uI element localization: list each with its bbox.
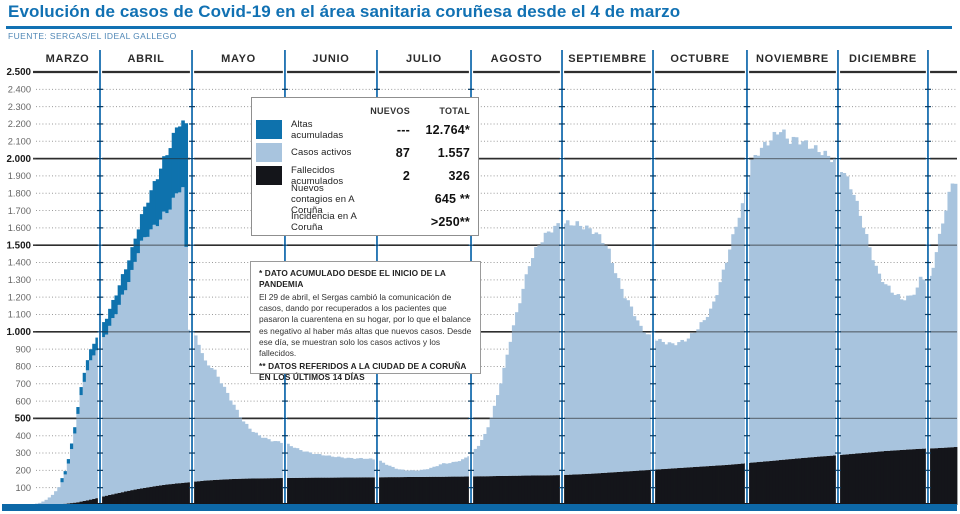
y-axis-tick-label: 2.000 [6, 154, 31, 165]
legend-panel: NUEVOS TOTAL Altas acumuladas --- 12.764* C… [251, 97, 479, 236]
y-axis-tick-label: 800 [15, 362, 31, 372]
month-label: AGOSTO [491, 53, 543, 65]
legend-value-nuevos: 2 [402, 168, 410, 183]
legend-value-nuevos: --- [396, 122, 410, 137]
footnote-asterisk: * DATO ACUMULADO DESDE EL INICIO DE LA P… [259, 268, 446, 289]
y-axis-tick-label: 1.800 [8, 188, 31, 198]
legend-label: Fallecidos acumulados [291, 164, 344, 187]
legend-swatch [256, 143, 282, 163]
legend-row: Nuevos contagios en A Coruña 645 ** [256, 183, 470, 216]
legend-value-total: 12.764* [425, 122, 470, 137]
legend-row: Fallecidos acumulados 2 326 [256, 164, 470, 187]
y-axis-tick-label: 1.700 [8, 206, 31, 216]
month-label: DICIEMBRE [849, 53, 917, 65]
y-axis-tick-label: 1.400 [8, 258, 31, 268]
y-axis-tick-label: 1.300 [8, 275, 31, 285]
y-axis-tick-label: 2.200 [8, 119, 31, 129]
month-label: JUNIO [312, 53, 349, 65]
y-axis-tick-label: 2.500 [6, 67, 31, 78]
y-axis-tick-label: 2.300 [8, 102, 31, 112]
legend-row: Altas acumuladas --- 12.764* [256, 118, 470, 141]
y-axis-tick-label: 2.100 [8, 136, 31, 146]
y-axis-tick-label: 1.200 [8, 292, 31, 302]
month-label: MARZO [46, 53, 90, 65]
page-title: Evolución de casos de Covid-19 en el áre… [8, 2, 681, 21]
legend-value-total: 645 ** [434, 192, 470, 207]
footnote-body: El 29 de abril, el Sergas cambió la comu… [259, 292, 472, 359]
y-axis-tick-label: 900 [15, 344, 31, 354]
y-axis-tick-label: 1.100 [8, 310, 31, 320]
month-label: NOVIEMBRE [756, 53, 829, 65]
legend-row: Casos activos 87 1.557 [256, 141, 470, 164]
legend-row: Incidencia en A Coruña >250** [256, 211, 470, 234]
y-axis-tick-label: 100 [15, 483, 31, 493]
y-axis-tick-label: 500 [15, 414, 32, 425]
month-label: JULIO [406, 53, 442, 65]
legend-col-total: TOTAL [439, 105, 470, 116]
month-label: SEPTIEMBRE [568, 53, 647, 65]
legend-label: Altas acumuladas [291, 118, 344, 141]
legend-value-total: 1.557 [437, 145, 470, 160]
legend-swatch [256, 120, 282, 140]
footnote-panel: * DATO ACUMULADO DESDE EL INICIO DE LA P… [250, 261, 481, 382]
y-axis-tick-label: 600 [15, 396, 31, 406]
legend-rows: Altas acumuladas --- 12.764* Casos activos 8… [256, 118, 470, 234]
y-axis-tick-label: 400 [15, 431, 31, 441]
y-axis-tick-label: 200 [15, 466, 31, 476]
footnote-double-asterisk: ** DATOS REFERIDOS A LA CIUDAD DE A CORU… [259, 361, 467, 383]
source-caption: FUENTE: SERGAS/EL IDEAL GALLEGO [8, 31, 177, 41]
legend-header-row: NUEVOS TOTAL [256, 103, 470, 118]
legend-col-nuevos: NUEVOS [370, 105, 410, 116]
y-axis-tick-label: 1.000 [6, 327, 31, 338]
legend-value-total: 326 [448, 168, 470, 183]
legend-label: Casos activos [291, 147, 352, 159]
page-header: Evolución de casos de Covid-19 en el áre… [8, 2, 680, 22]
legend-value-nuevos: 87 [395, 145, 410, 160]
y-axis-tick-label: 2.400 [8, 85, 31, 95]
y-axis-tick-label: 1.500 [6, 240, 31, 251]
y-axis-tick-label: 1.900 [8, 171, 31, 181]
y-axis-tick-label: 700 [15, 379, 31, 389]
y-axis-tick-label: 1.600 [8, 223, 31, 233]
legend-label: Incidencia en A Coruña [291, 211, 357, 234]
legend-value-total: >250** [430, 215, 470, 230]
month-label: OCTUBRE [670, 53, 729, 65]
title-underline [6, 26, 952, 29]
month-label: MAYO [221, 53, 256, 65]
y-axis-tick-label: 300 [15, 448, 31, 458]
legend-swatch [256, 166, 282, 186]
legend-label: Nuevos contagios en A Coruña [291, 182, 355, 216]
month-label: ABRIL [127, 53, 164, 65]
